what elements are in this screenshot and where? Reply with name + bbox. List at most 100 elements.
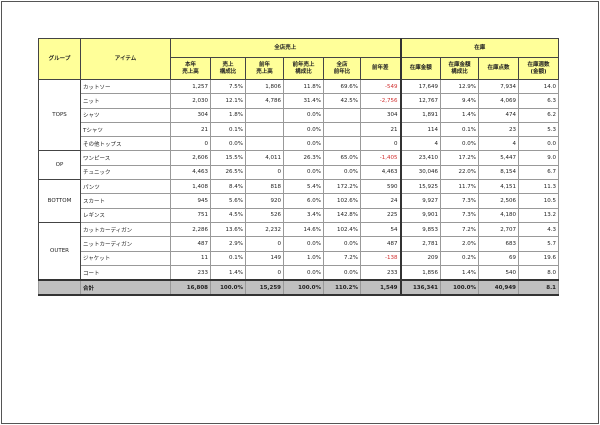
value-cell: 26.3% — [283, 150, 324, 166]
value-cell: -2,756 — [360, 93, 401, 109]
value-cell: 4.3 — [518, 221, 559, 238]
value-cell: 23,410 — [399, 150, 441, 166]
table-row: スカート 945 5.6% 920 6.0% 102.6% 24 9,927 7.3% 2,506… — [39, 193, 559, 209]
value-cell: 0.0% — [283, 264, 324, 281]
header-group: グループ — [38, 38, 81, 80]
value-cell: 15.5% — [210, 150, 246, 166]
column-header: 本年 売上高 — [170, 57, 211, 80]
value-cell: 0.0% — [283, 164, 324, 181]
value-cell: 1,856 — [399, 264, 441, 281]
value-cell: 9.4% — [440, 93, 479, 109]
item-cell: チュニック — [80, 164, 171, 181]
value-cell: 19.6 — [518, 250, 559, 266]
value-cell: 0 — [245, 164, 284, 181]
value-cell: 14.0 — [518, 78, 559, 95]
total-value-cell: 110.2% — [323, 279, 361, 297]
value-cell: 9,853 — [399, 221, 441, 238]
value-cell: 0.0% — [323, 264, 361, 281]
value-cell: 0.1% — [210, 250, 246, 266]
value-cell: 1,408 — [170, 179, 211, 195]
value-cell: 149 — [245, 250, 284, 266]
header-stock-group: 在庫 — [399, 38, 559, 58]
value-cell: 7.5% — [210, 78, 246, 95]
value-cell: 5.3 — [518, 121, 559, 138]
value-cell: 8.0 — [518, 264, 559, 281]
group-cell: OUTER — [38, 221, 81, 281]
item-cell: スカート — [80, 193, 171, 209]
value-cell: 751 — [170, 207, 211, 223]
item-cell: レギンス — [80, 207, 171, 223]
value-cell: 26.5% — [210, 164, 246, 181]
value-cell: 0.2% — [440, 250, 479, 266]
total-value-cell: 15,259 — [245, 279, 284, 297]
group-cell: OP — [38, 150, 81, 181]
value-cell: 7,934 — [478, 78, 519, 95]
value-cell: 304 — [360, 107, 401, 123]
value-cell: 304 — [170, 107, 211, 123]
value-cell: 0.0% — [283, 136, 324, 152]
value-cell: 3.4% — [283, 207, 324, 223]
value-cell: 225 — [360, 207, 401, 223]
value-cell: 2,781 — [399, 236, 441, 252]
value-cell: 1.4% — [440, 107, 479, 123]
table-row: Tシャツ 21 0.1% 0.0% 21 114 0.1% 23 5.3 — [39, 121, 559, 138]
value-cell: 818 — [245, 179, 284, 195]
header-sales-group: 全店売上 — [170, 38, 401, 58]
value-cell: 102.4% — [323, 221, 361, 238]
total-group-cell — [38, 279, 81, 297]
item-cell: コート — [80, 264, 171, 281]
value-cell: 6.3 — [518, 93, 559, 109]
value-cell: 6.2 — [518, 107, 559, 123]
table-row: OUTER カットカーディガン 2,286 13.6% 2,232 14.6% 102.4%… — [38, 221, 559, 281]
value-cell: 31.4% — [283, 93, 324, 109]
total-value-cell: 136,341 — [399, 279, 441, 297]
value-cell: 0 — [360, 136, 401, 152]
value-cell: 2.0% — [440, 236, 479, 252]
value-cell: 7.2% — [440, 221, 479, 238]
value-cell: 4 — [399, 136, 441, 152]
value-cell: 8.4% — [210, 179, 246, 195]
value-cell: 0.0% — [440, 136, 479, 152]
value-cell: 15,925 — [399, 179, 441, 195]
value-cell: 10.5 — [518, 193, 559, 209]
value-cell: 4,463 — [170, 164, 211, 181]
value-cell: 0 — [245, 236, 284, 252]
value-cell: 2,506 — [478, 193, 519, 209]
table-row: その他トップス 0 0.0% 0.0% 0 4 0.0% 4 0.0 — [39, 136, 559, 152]
value-cell: 2,707 — [478, 221, 519, 238]
total-value-cell: 100.0% — [210, 279, 246, 297]
value-cell: 6.7 — [518, 164, 559, 181]
value-cell: 474 — [478, 107, 519, 123]
total-value-cell: 100.0% — [440, 279, 479, 297]
header-item: アイテム — [80, 38, 171, 80]
value-cell: 8,154 — [478, 164, 519, 181]
value-cell: 2,286 — [170, 221, 211, 238]
value-cell: 7.3% — [440, 207, 479, 223]
value-cell: 24 — [360, 193, 401, 209]
value-cell: 11.8% — [283, 78, 324, 95]
value-cell: 172.2% — [323, 179, 361, 195]
item-cell: ジャケット — [80, 250, 171, 266]
value-cell: 1,257 — [170, 78, 211, 95]
value-cell: 0.0% — [283, 107, 324, 123]
value-cell: 683 — [478, 236, 519, 252]
value-cell: 7.2% — [323, 250, 361, 266]
value-cell: 17.2% — [440, 150, 479, 166]
value-cell: 4,069 — [478, 93, 519, 109]
column-header: 在庫週数 (金額) — [518, 57, 559, 80]
value-cell: 13.2 — [518, 207, 559, 223]
value-cell: 2,606 — [170, 150, 211, 166]
value-cell: 69 — [478, 250, 519, 266]
value-cell: 233 — [170, 264, 211, 281]
value-cell: 0.0% — [283, 121, 324, 138]
value-cell: 233 — [360, 264, 401, 281]
group-cell: BOTTOM — [38, 179, 81, 223]
value-cell: 0.0% — [323, 236, 361, 252]
column-header: 前年差 — [360, 57, 401, 80]
value-cell: 54 — [360, 221, 401, 238]
value-cell: 0 — [245, 264, 284, 281]
value-cell: 142.8% — [323, 207, 361, 223]
total-value-cell: 16,808 — [170, 279, 211, 297]
value-cell: 11.3 — [518, 179, 559, 195]
